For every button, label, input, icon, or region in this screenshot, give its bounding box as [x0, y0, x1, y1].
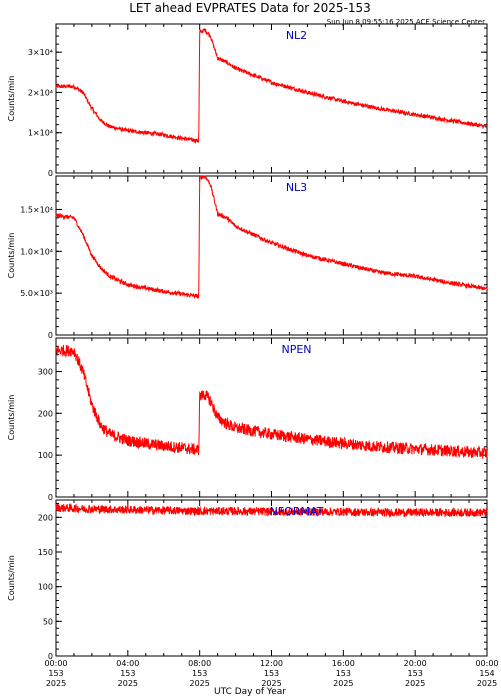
y-tick-label: 3×10⁴ — [28, 48, 53, 57]
panel-frame — [55, 499, 488, 657]
panel-frame — [55, 23, 488, 174]
y-tick-label: 0 — [48, 493, 53, 502]
x-tick-label-line: 2025 — [477, 679, 497, 688]
series-line-npen — [55, 344, 488, 459]
x-tick-label-line: 153 — [48, 669, 63, 678]
y-tick-label: 200 — [38, 513, 53, 522]
y-axis-label: Counts/min — [7, 555, 16, 601]
y-tick-label: 1×10⁴ — [28, 129, 53, 138]
panels: 0 1×10⁴ 2×10⁴ 3×10⁴ Counts/min NL2 0 5.0×10³ 1.0… — [7, 23, 488, 661]
x-tick-label-line: 2025 — [333, 679, 353, 688]
chart-subtitle: Sun Jun 8 09:55:16 2025 ACE Science Cent… — [327, 18, 485, 26]
series-label: NFORMAT — [270, 505, 324, 518]
y-tick-label: 1.5×10⁴ — [20, 205, 53, 214]
x-tick-label-line: 08:00 — [188, 659, 211, 668]
panel-nl3: 0 5.0×10³ 1.0×10⁴ 1.5×10⁴ Counts/min NL3 — [7, 174, 488, 340]
x-tick-label-line: 2025 — [189, 679, 209, 688]
x-tick-label-line: 04:00 — [116, 659, 139, 668]
x-tick-label-line: 20:00 — [404, 659, 427, 668]
y-tick-label: 5.0×10³ — [20, 289, 53, 298]
x-tick-label-line: 153 — [264, 669, 279, 678]
y-tick-label: 2×10⁴ — [28, 88, 53, 97]
series-label: NPEN — [281, 343, 311, 356]
series-label: NL3 — [286, 181, 307, 194]
panel-frame — [55, 337, 488, 498]
y-tick-label: 1.0×10⁴ — [20, 247, 53, 256]
x-tick-label-line: 00:00 — [475, 659, 498, 668]
panel-nl2: 0 1×10⁴ 2×10⁴ 3×10⁴ Counts/min NL2 — [7, 23, 488, 178]
y-axis-label: Counts/min — [7, 233, 16, 279]
y-tick-label: 150 — [38, 548, 53, 557]
series-label: NL2 — [286, 29, 307, 42]
x-tick-label-line: 2025 — [46, 679, 66, 688]
chart-title: LET ahead EVPRATES Data for 2025-153 — [129, 1, 371, 15]
y-tick-label: 100 — [38, 583, 53, 592]
x-tick-label-line: 2025 — [261, 679, 281, 688]
x-tick-label-line: 153 — [120, 669, 135, 678]
y-tick-label: 0 — [48, 652, 53, 661]
y-tick-label: 300 — [38, 367, 53, 376]
x-tick-label-line: 153 — [192, 669, 207, 678]
panel-frame — [55, 175, 488, 336]
series-line-nl2 — [55, 27, 488, 145]
y-tick-label: 0 — [48, 169, 53, 178]
y-tick-label: 0 — [48, 331, 53, 340]
x-axis-label: UTC Day of Year — [214, 687, 286, 697]
series-line-nformat — [55, 503, 488, 519]
x-axis: 00:00153202504:00153202508:00153202512:0… — [44, 659, 498, 688]
x-tick-label-line: 153 — [408, 669, 423, 678]
x-tick-label-line: 2025 — [405, 679, 425, 688]
x-tick-label-line: 153 — [336, 669, 351, 678]
y-axis-label: Counts/min — [7, 395, 16, 441]
x-tick-label-line: 16:00 — [332, 659, 355, 668]
x-tick-label-line: 00:00 — [44, 659, 67, 668]
y-tick-label: 50 — [43, 617, 53, 626]
series-line-nl3 — [55, 174, 488, 300]
x-tick-label-line: 2025 — [118, 679, 138, 688]
x-tick-label-line: 154 — [479, 669, 494, 678]
panel-npen: 0 100 200 300 Counts/min NPEN — [7, 337, 488, 502]
y-tick-label: 200 — [38, 409, 53, 418]
y-axis-label: Counts/min — [7, 76, 16, 122]
y-tick-label: 100 — [38, 451, 53, 460]
panel-nformat: 0 50 100 150 200 Counts/min NFORMAT — [7, 499, 488, 661]
x-tick-label-line: 12:00 — [260, 659, 283, 668]
